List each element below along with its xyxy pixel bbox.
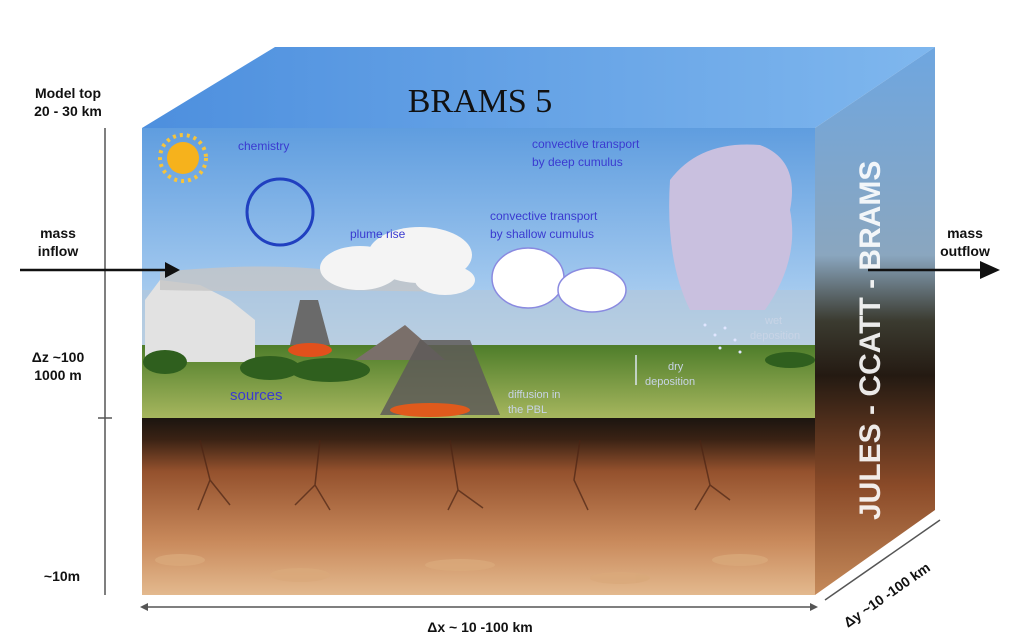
deep-label: convective transport — [532, 137, 640, 151]
top-face — [142, 47, 935, 128]
dx-label: Δx ~ 10 -100 km — [427, 619, 532, 635]
deep-label: by deep cumulus — [532, 155, 623, 169]
smoke-column — [380, 340, 500, 415]
outflow-label: mass — [947, 225, 983, 241]
chemistry-cycle — [245, 177, 315, 247]
model-top-label: Model top — [35, 85, 101, 101]
dy-line — [824, 519, 941, 601]
dry-label: deposition — [645, 376, 695, 388]
plume-cloud — [320, 227, 475, 295]
sources-label: sources — [230, 387, 283, 404]
chemistry-label: chemistry — [238, 139, 289, 153]
stones — [155, 554, 768, 584]
shallow-label: convective transport — [490, 209, 598, 223]
dz-label: 1000 m — [34, 367, 81, 383]
side-label: JULES - CCATT - BRAMS — [854, 161, 887, 520]
volcano — [290, 300, 330, 345]
bottom-label: ~10m — [44, 568, 80, 584]
wet-label: wet — [764, 315, 782, 327]
diffusion-label: the PBL — [508, 404, 547, 416]
dry-label: dry — [668, 361, 684, 373]
dz-label: Δz ~100 — [32, 349, 85, 365]
wet-label: deposition — [750, 330, 800, 342]
side-face — [815, 47, 935, 595]
mountains — [145, 280, 255, 362]
inflow-label: inflow — [38, 243, 79, 259]
trees — [143, 350, 815, 382]
model-top-label: 20 - 30 km — [34, 103, 102, 119]
dy-label: Δy ~10 -100 km — [841, 559, 933, 630]
diffusion-label: diffusion in — [508, 389, 560, 401]
roots — [197, 439, 731, 511]
inflow-label: mass — [40, 225, 76, 241]
deep-cumulus — [669, 144, 793, 310]
title: BRAMS 5 — [408, 83, 553, 120]
shallow-cumulus — [491, 247, 627, 313]
plume-label: plume rise — [350, 227, 406, 241]
shallow-label: by shallow cumulus — [490, 227, 594, 241]
rain — [703, 323, 742, 354]
outflow-label: outflow — [940, 243, 990, 259]
sun — [158, 133, 208, 183]
